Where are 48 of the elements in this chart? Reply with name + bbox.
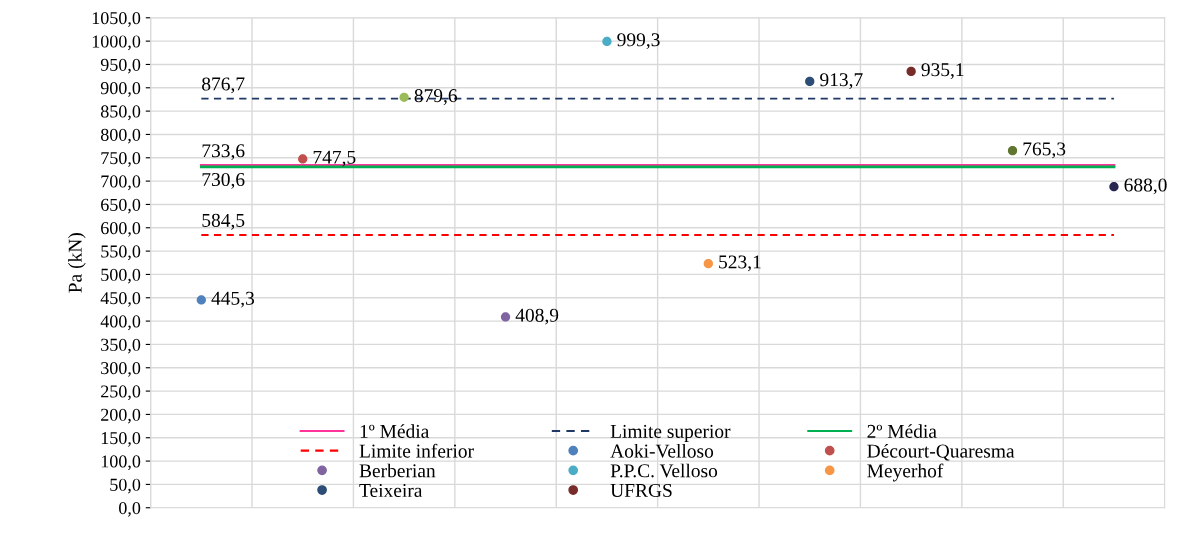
y-tick-label: 350,0 <box>101 338 141 354</box>
y-tick-label: 900,0 <box>100 82 141 97</box>
data-label: 765,3 <box>1023 142 1066 159</box>
data-label: 584,5 <box>202 213 245 230</box>
legend-label: Berberian <box>359 463 436 478</box>
y-tick-label: 300,0 <box>101 362 141 377</box>
data-label: 999,3 <box>617 33 660 50</box>
legend-label: Décourt-Quaresma <box>867 443 1015 461</box>
data-label: 876,7 <box>202 77 245 94</box>
y-tick-label: 850,0 <box>100 105 141 121</box>
y-tick-label: 950,0 <box>100 58 141 74</box>
y-tick-label: 600,0 <box>101 222 141 237</box>
data-label: 408,9 <box>515 308 559 325</box>
y-tick-label: 400,0 <box>100 315 141 331</box>
y-tick-label: 1000,0 <box>92 35 141 51</box>
y-tick-label: 550,0 <box>101 245 141 261</box>
data-label: 730,6 <box>202 172 245 189</box>
legend-label: UFRGS <box>610 483 672 498</box>
data-label: 747,5 <box>313 150 356 167</box>
y-tick-label: 50,0 <box>110 478 141 494</box>
legend-label: 2º Média <box>867 424 937 438</box>
y-tick-label: 650,0 <box>101 198 141 214</box>
data-label: 733,6 <box>202 144 245 161</box>
y-tick-label: 200,0 <box>101 408 141 424</box>
legend-label: 1º Média <box>360 424 430 438</box>
legend-label: Limite inferior <box>359 443 474 458</box>
y-tick-label: 250,0 <box>101 385 141 401</box>
data-label: 913,7 <box>820 73 863 90</box>
y-tick-label: 150,0 <box>101 432 141 447</box>
y-tick-label: 1050,0 <box>92 12 141 27</box>
y-tick-label: 0,0 <box>119 502 141 517</box>
y-tick-label: 800,0 <box>100 128 141 144</box>
y-tick-label: 500,0 <box>101 268 141 284</box>
legend-label: Meyerhof <box>867 463 944 482</box>
data-label: 523,1 <box>719 255 761 272</box>
legend-label: Aoki-Velloso <box>610 443 714 458</box>
data-label: 688,0 <box>1124 178 1167 195</box>
legend-label: P.P.C. Velloso <box>610 463 718 478</box>
legend-label: Teixeira <box>359 483 423 498</box>
data-label: 445,3 <box>211 291 255 308</box>
data-label: 879,6 <box>414 89 458 105</box>
y-axis-title: Pa (kN) <box>68 233 86 293</box>
legend-label: Limite superior <box>610 424 731 442</box>
data-label: 935,1 <box>921 63 964 80</box>
y-tick-label: 100,0 <box>101 455 141 471</box>
y-tick-label: 750,0 <box>101 152 141 167</box>
y-tick-label: 450,0 <box>100 292 141 307</box>
y-tick-label: 700,0 <box>101 175 141 191</box>
